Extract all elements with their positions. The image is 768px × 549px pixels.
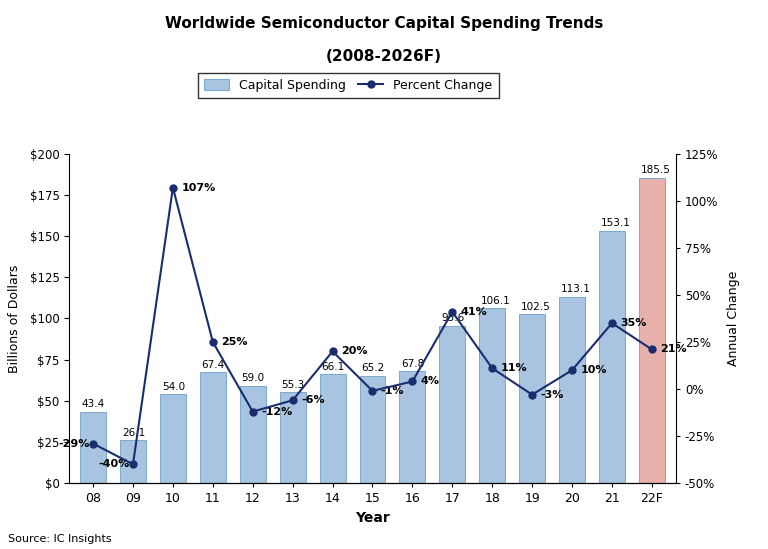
Text: 67.4: 67.4 [202, 360, 225, 369]
X-axis label: Year: Year [355, 511, 390, 525]
Text: 67.8: 67.8 [401, 359, 425, 369]
Text: 25%: 25% [221, 337, 247, 347]
Text: 10%: 10% [581, 365, 607, 375]
Text: 26.1: 26.1 [122, 428, 145, 438]
Bar [240, 386, 266, 483]
Text: 43.4: 43.4 [82, 399, 105, 409]
Bar [359, 376, 386, 483]
Bar [599, 231, 625, 483]
Bar [519, 314, 545, 483]
Text: -6%: -6% [301, 395, 325, 405]
Text: 54.0: 54.0 [162, 382, 185, 392]
Text: (2008-2026F): (2008-2026F) [326, 49, 442, 64]
Text: 41%: 41% [461, 307, 488, 317]
Text: 4%: 4% [421, 377, 440, 386]
Text: 107%: 107% [181, 183, 216, 193]
Bar [479, 309, 505, 483]
Text: 66.1: 66.1 [321, 362, 345, 372]
Bar [439, 326, 465, 483]
Text: -40%: -40% [98, 460, 130, 469]
Text: -12%: -12% [261, 407, 293, 417]
Text: 102.5: 102.5 [521, 302, 551, 312]
Y-axis label: Billions of Dollars: Billions of Dollars [8, 264, 22, 373]
Text: -1%: -1% [381, 386, 404, 396]
Bar [399, 372, 425, 483]
Legend: Capital Spending, Percent Change: Capital Spending, Percent Change [197, 72, 498, 98]
Text: Source: IC Insights: Source: IC Insights [8, 534, 111, 544]
Text: -3%: -3% [541, 390, 564, 400]
Bar [120, 440, 146, 483]
Text: 59.0: 59.0 [242, 373, 265, 383]
Text: 21%: 21% [660, 344, 687, 355]
Bar [280, 392, 306, 483]
Text: 20%: 20% [341, 346, 367, 356]
Text: Worldwide Semiconductor Capital Spending Trends: Worldwide Semiconductor Capital Spending… [165, 16, 603, 31]
Bar [80, 412, 106, 483]
Text: 35%: 35% [621, 318, 647, 328]
Text: 153.1: 153.1 [601, 219, 631, 228]
Text: 185.5: 185.5 [641, 165, 670, 175]
Text: 106.1: 106.1 [481, 296, 511, 306]
Bar [319, 374, 346, 483]
Text: 65.2: 65.2 [361, 363, 385, 373]
Text: 55.3: 55.3 [281, 379, 305, 390]
Bar [639, 178, 665, 483]
Bar [200, 372, 226, 483]
Text: 95.6: 95.6 [441, 313, 465, 323]
Text: 11%: 11% [501, 363, 527, 373]
Text: -29%: -29% [58, 439, 90, 449]
Y-axis label: Annual Change: Annual Change [727, 271, 740, 366]
Text: 113.1: 113.1 [561, 284, 591, 294]
Bar [559, 297, 585, 483]
Bar [160, 394, 186, 483]
